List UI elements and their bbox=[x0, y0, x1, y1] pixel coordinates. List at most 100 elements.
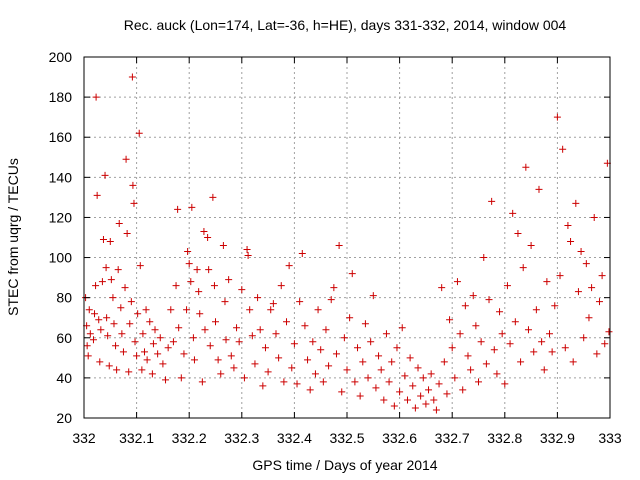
x-axis-label: GPS time / Days of year 2014 bbox=[252, 457, 437, 473]
data-point bbox=[214, 356, 222, 364]
data-point bbox=[293, 380, 301, 388]
data-point bbox=[593, 350, 601, 358]
data-point bbox=[524, 326, 532, 334]
data-point bbox=[296, 298, 304, 306]
data-point bbox=[230, 364, 238, 372]
data-point bbox=[396, 388, 404, 396]
x-tick-label: 332.9 bbox=[540, 430, 575, 446]
y-tick-label: 80 bbox=[56, 290, 72, 306]
data-point bbox=[138, 366, 146, 374]
data-point bbox=[109, 294, 117, 302]
data-point bbox=[569, 358, 577, 366]
data-point bbox=[367, 338, 375, 346]
data-point bbox=[538, 338, 546, 346]
y-tick-label: 40 bbox=[56, 370, 72, 386]
data-point bbox=[464, 352, 472, 360]
data-point bbox=[103, 314, 111, 322]
data-point bbox=[493, 370, 501, 378]
data-point bbox=[127, 298, 135, 306]
data-point bbox=[188, 203, 196, 211]
data-point bbox=[298, 250, 306, 258]
data-point bbox=[123, 229, 131, 237]
grid-lines bbox=[84, 57, 610, 418]
data-point bbox=[106, 238, 114, 246]
data-point bbox=[290, 340, 298, 348]
data-point bbox=[84, 352, 92, 360]
data-point bbox=[498, 330, 506, 338]
data-point bbox=[99, 236, 107, 244]
data-point bbox=[143, 356, 151, 364]
data-point bbox=[125, 368, 133, 376]
data-point bbox=[501, 380, 509, 388]
data-point bbox=[398, 324, 406, 332]
data-point bbox=[388, 358, 396, 366]
data-point bbox=[309, 338, 317, 346]
data-point bbox=[322, 326, 330, 334]
data-point bbox=[403, 396, 411, 404]
data-point bbox=[187, 278, 195, 286]
data-point bbox=[285, 262, 293, 270]
data-point bbox=[254, 294, 262, 302]
data-point bbox=[140, 348, 148, 356]
data-point bbox=[380, 396, 388, 404]
data-point bbox=[456, 330, 464, 338]
data-point bbox=[251, 360, 259, 368]
data-point bbox=[301, 322, 309, 330]
data-point bbox=[588, 284, 596, 292]
data-point bbox=[411, 404, 419, 412]
data-point bbox=[522, 163, 530, 171]
data-point bbox=[332, 350, 340, 358]
data-point bbox=[129, 181, 137, 189]
data-point bbox=[585, 314, 593, 322]
data-point bbox=[480, 254, 488, 262]
data-point bbox=[364, 374, 372, 382]
y-tick-label: 120 bbox=[49, 209, 73, 225]
data-point bbox=[117, 304, 125, 312]
data-point bbox=[190, 356, 198, 364]
data-point bbox=[503, 282, 511, 290]
data-point bbox=[169, 338, 177, 346]
data-point bbox=[209, 193, 217, 201]
data-point bbox=[598, 272, 606, 280]
data-point bbox=[577, 248, 585, 256]
data-point bbox=[107, 276, 115, 284]
data-point bbox=[233, 324, 241, 332]
data-point bbox=[319, 378, 327, 386]
data-point bbox=[134, 310, 142, 318]
data-point bbox=[390, 402, 398, 410]
data-point bbox=[151, 326, 159, 334]
data-point bbox=[159, 360, 167, 368]
data-point bbox=[304, 356, 312, 364]
data-point bbox=[567, 238, 575, 246]
data-point bbox=[356, 392, 364, 400]
data-point bbox=[128, 73, 136, 81]
data-point bbox=[564, 221, 572, 229]
data-point bbox=[93, 191, 101, 199]
data-point bbox=[425, 386, 433, 394]
data-point bbox=[204, 234, 212, 241]
data-point bbox=[477, 338, 485, 346]
data-point bbox=[514, 229, 522, 237]
data-point bbox=[126, 320, 134, 328]
data-point bbox=[83, 342, 91, 350]
data-point bbox=[114, 266, 122, 274]
x-tick-label: 332.6 bbox=[382, 430, 417, 446]
data-point bbox=[422, 400, 430, 408]
data-point bbox=[540, 366, 548, 374]
data-point bbox=[556, 272, 564, 280]
data-point bbox=[527, 242, 535, 250]
data-point bbox=[435, 380, 443, 388]
data-point bbox=[451, 374, 459, 382]
data-point bbox=[401, 372, 409, 380]
data-point bbox=[325, 362, 333, 370]
data-point bbox=[135, 129, 143, 137]
y-tick-label: 160 bbox=[49, 129, 73, 145]
data-point bbox=[115, 219, 123, 227]
data-point bbox=[175, 324, 183, 332]
data-point bbox=[196, 310, 204, 318]
data-point bbox=[440, 358, 448, 366]
data-point bbox=[530, 348, 538, 356]
data-point bbox=[243, 246, 251, 254]
data-point bbox=[198, 378, 206, 386]
